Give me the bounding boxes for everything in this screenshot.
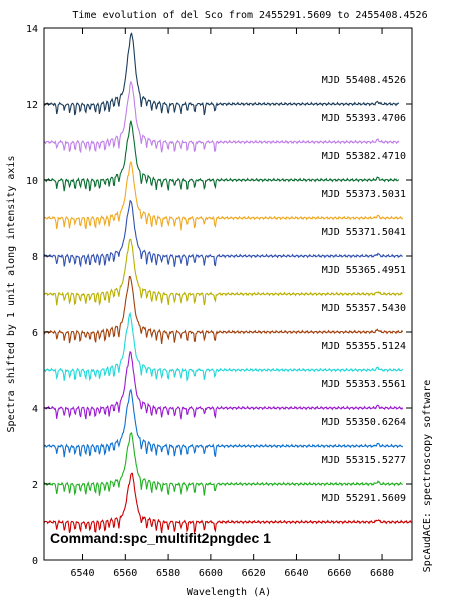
x-tick-label: 6580: [156, 568, 180, 579]
spectrum-line: [43, 80, 400, 154]
series-label: MJD 55350.6264: [322, 417, 406, 428]
y-tick-label: 14: [26, 24, 38, 35]
y-tick-label: 10: [26, 176, 38, 187]
chart-title: Time evolution of del Sco from 2455291.5…: [72, 10, 427, 21]
x-tick-label: 6620: [242, 568, 266, 579]
spectrum-line: [43, 120, 399, 192]
x-tick-label: 6600: [199, 568, 223, 579]
x-tick-label: 6640: [284, 568, 308, 579]
spectrum-line: [44, 350, 404, 420]
spectra-group: [43, 32, 412, 535]
spectrum-line: [43, 275, 404, 344]
spectrum-line: [43, 238, 403, 306]
y-tick-label: 6: [32, 328, 38, 339]
series-label: MJD 55371.5041: [322, 227, 406, 238]
y-axis-label: Spectra shifted by 1 unit along intensit…: [6, 156, 17, 433]
spectrum-line: [43, 432, 403, 496]
side-label: SpcAudACE: spectroscopy software: [422, 380, 433, 573]
y-tick-label: 12: [26, 100, 38, 111]
spectrum-line: [43, 472, 412, 535]
x-tick-label: 6560: [113, 568, 137, 579]
series-label: MJD 55315.5277: [322, 455, 406, 466]
series-label: MJD 55373.5031: [322, 189, 406, 200]
x-tick-label: 6680: [370, 568, 394, 579]
series-label: MJD 55382.4710: [322, 151, 406, 162]
spectrum-line: [43, 160, 404, 231]
series-label: MJD 55365.4951: [322, 265, 406, 276]
y-tick-label: 2: [32, 480, 38, 491]
series-label: MJD 55355.5124: [322, 341, 406, 352]
series-labels: MJD 55291.5609 MJD 55315.5277 MJD 55350.62…: [322, 75, 406, 504]
plot-frame: [43, 27, 413, 561]
series-label: MJD 55291.5609: [322, 493, 406, 504]
y-tick-label: 8: [32, 252, 38, 263]
x-tick-label: 6540: [70, 568, 94, 579]
series-label: MJD 55357.5430: [322, 303, 406, 314]
series-label: MJD 55408.4526: [322, 75, 406, 86]
spectrum-line: [43, 199, 403, 268]
y-tick-label: 4: [32, 404, 38, 415]
series-label: MJD 55393.4706: [322, 113, 406, 124]
axes: 6540 6560 6580 6600 6620 6640 6660 6680 0 2 4 6 8 10 1…: [26, 24, 412, 579]
x-axis-label: Wavelength (A): [187, 587, 271, 598]
spectrum-line: [43, 388, 404, 458]
x-tick-label: 6660: [327, 568, 351, 579]
series-label: MJD 55353.5561: [322, 379, 406, 390]
y-tick-label: 0: [32, 556, 38, 567]
command-label: Command:spc_multifit2pngdec 1: [50, 530, 271, 546]
spectrum-line: [43, 311, 404, 382]
spectrum-line: [43, 32, 400, 116]
